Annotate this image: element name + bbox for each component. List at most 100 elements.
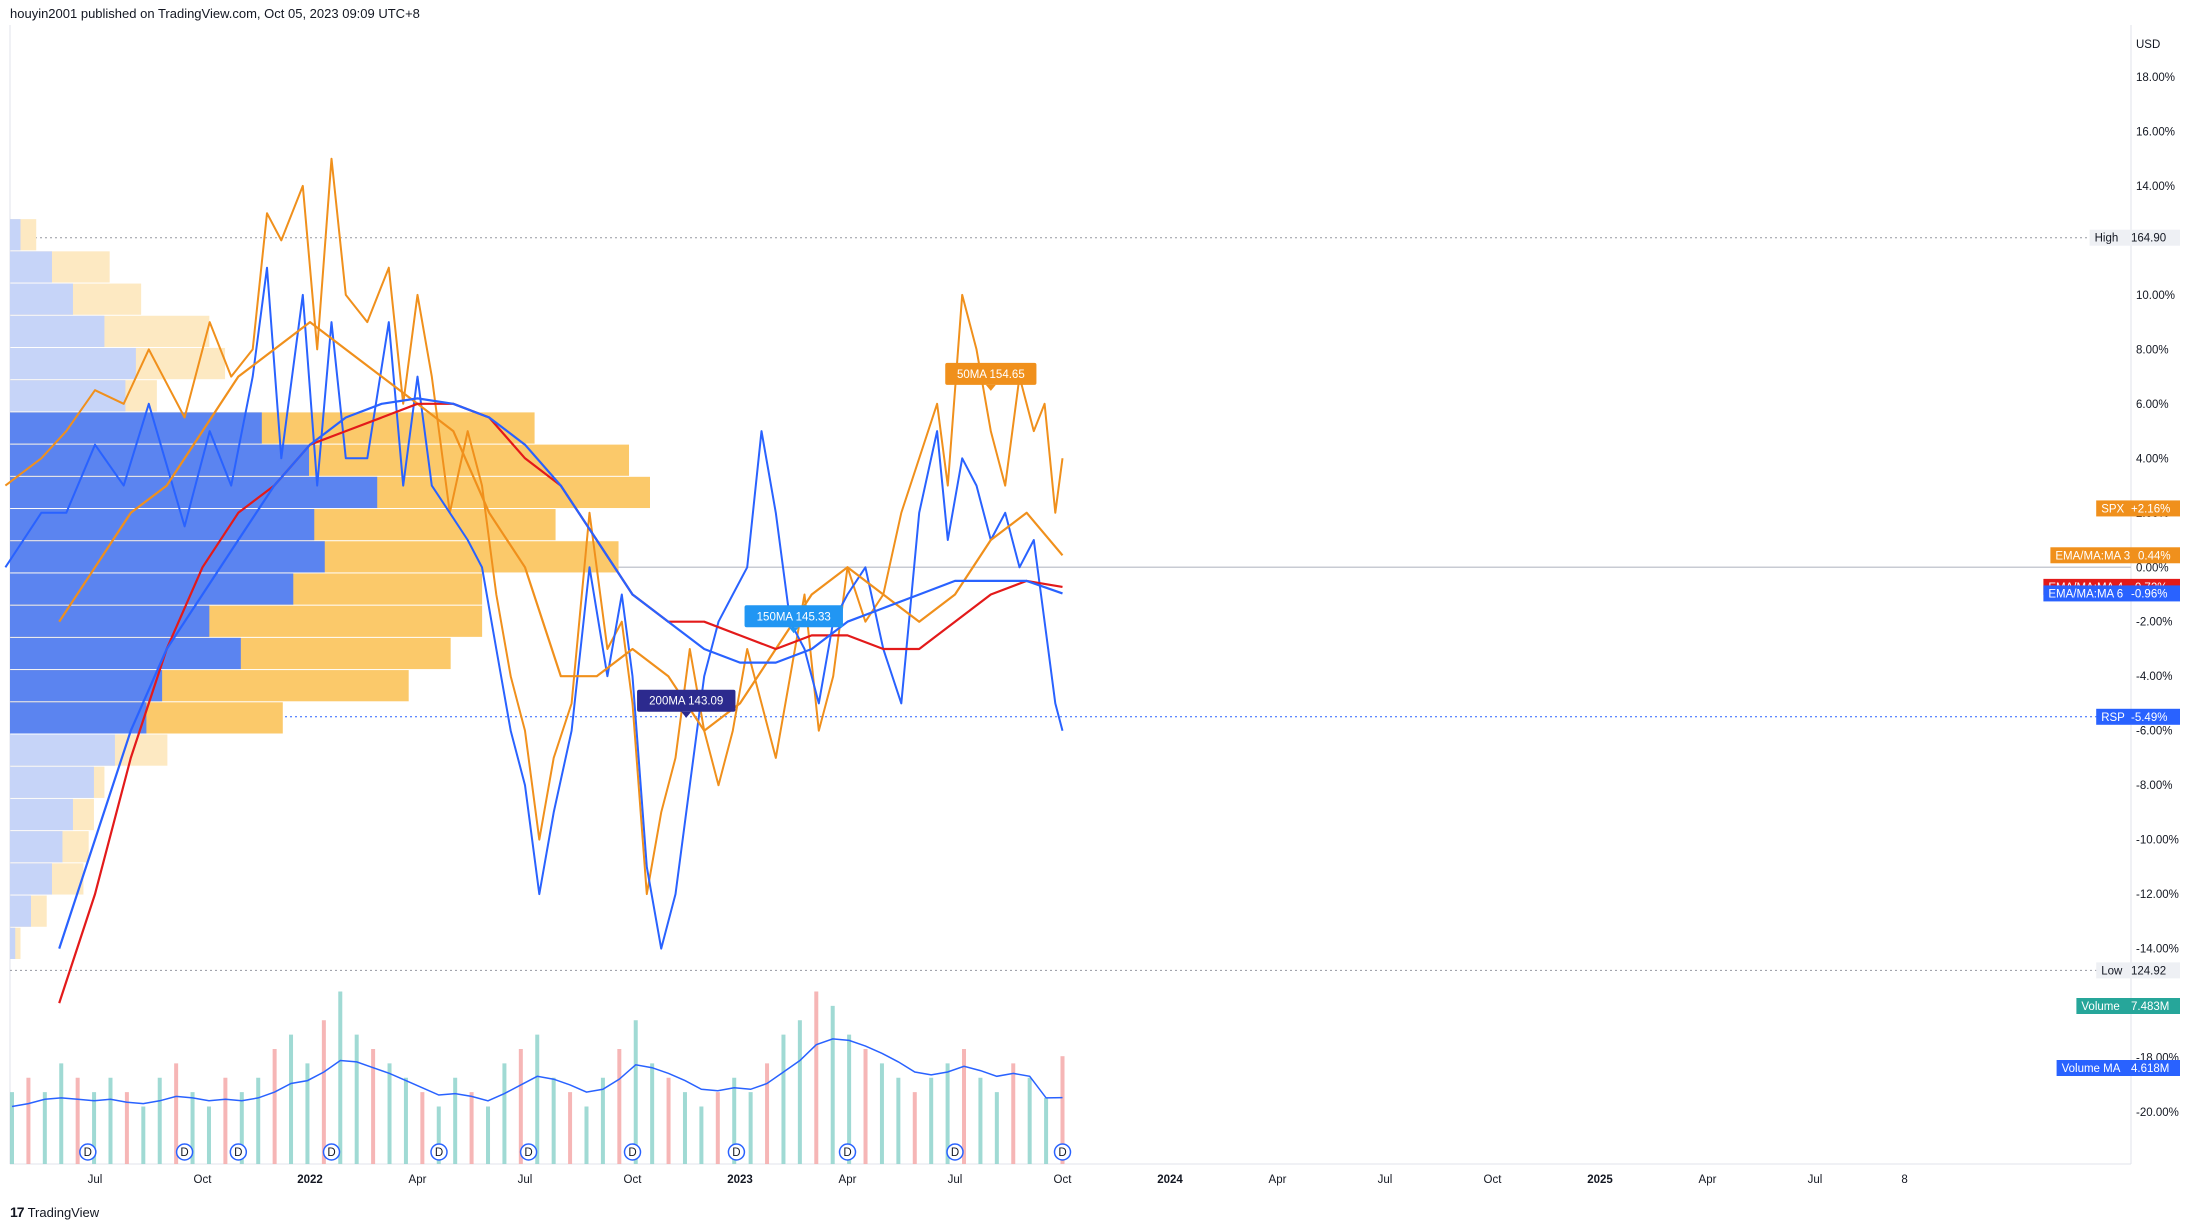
profile-row-up xyxy=(10,541,325,573)
annotation-label[interactable]: 50MA 154.65 xyxy=(945,362,1037,391)
price-axis: 18.00%16.00%14.00%12.00%10.00%8.00%6.00%… xyxy=(2136,39,2179,1119)
volume-bar xyxy=(650,1063,655,1164)
profile-row-up xyxy=(10,670,163,702)
x-tick-label: Oct xyxy=(1054,1174,1073,1186)
value-tag-value-bg xyxy=(2126,998,2180,1014)
annotation-label[interactable]: 150MA 145.33 xyxy=(744,605,843,634)
volume-bar xyxy=(272,1049,277,1164)
volume-bar xyxy=(896,1077,901,1164)
x-tick-label: 2024 xyxy=(1157,1174,1183,1186)
volume-bar xyxy=(436,1106,441,1164)
volume-bar xyxy=(666,1077,671,1164)
value-tag-rsp[interactable]: RSP -5.49% xyxy=(2096,708,2180,725)
volume-bar xyxy=(321,1020,326,1164)
y-tick-label: 8.00% xyxy=(2136,344,2169,356)
x-tick-label: Oct xyxy=(624,1174,643,1186)
dividend-marker-label: D xyxy=(628,1147,636,1159)
volume-bar xyxy=(59,1063,64,1164)
volume-bar xyxy=(75,1077,80,1164)
volume-bar xyxy=(338,991,343,1164)
profile-row-up xyxy=(10,734,115,766)
y-tick-label: -6.00% xyxy=(2136,726,2172,738)
profile-row-up xyxy=(10,895,31,927)
profile-row-up xyxy=(10,251,52,283)
value-tag-spx[interactable]: SPX +2.16% xyxy=(2096,500,2180,517)
profile-row-up xyxy=(10,798,73,831)
volume-bar xyxy=(486,1106,491,1164)
value-tag-value: -0.96% xyxy=(2131,588,2167,600)
x-tick-label: Oct xyxy=(194,1174,213,1186)
value-tag-volume[interactable]: Volume 7.483M xyxy=(2076,998,2180,1014)
value-tags: High 164.90 Low 124.92 SPX +2.16% EMA/MA:MA 3 0… xyxy=(2043,229,2180,1076)
volume-bar xyxy=(518,1049,523,1164)
volume-bar xyxy=(699,1106,704,1164)
value-tag-value: 124.92 xyxy=(2131,965,2166,977)
volume-bar xyxy=(847,1034,852,1164)
volume-bar xyxy=(256,1077,261,1164)
y-tick-label: -8.00% xyxy=(2136,780,2172,792)
value-tag-value-bg xyxy=(2133,547,2180,564)
value-tag-label: Volume xyxy=(2081,1001,2119,1013)
volume-bar xyxy=(633,1020,638,1164)
y-tick-label: 0.00% xyxy=(2136,562,2169,574)
y-tick-label: -20.00% xyxy=(2136,1107,2179,1119)
volume-bar xyxy=(403,1077,408,1164)
volume-bar xyxy=(174,1063,179,1164)
volume-bar xyxy=(962,1049,967,1164)
x-tick-label: 8 xyxy=(1901,1174,1907,1186)
volume-bar xyxy=(469,1092,474,1164)
volume-bar xyxy=(814,991,819,1164)
volume-bar xyxy=(994,1092,999,1164)
volume-bar xyxy=(371,1049,376,1164)
dividend-marker-label: D xyxy=(951,1147,959,1159)
annotation-label[interactable]: 200MA 143.09 xyxy=(637,689,736,718)
y-tick-label: -10.00% xyxy=(2136,835,2179,847)
x-tick-label: Jul xyxy=(948,1174,963,1186)
volume-bar xyxy=(1011,1063,1016,1164)
annotation-pointer xyxy=(985,384,996,391)
value-tag-volume-ma[interactable]: Volume MA 4.618M xyxy=(2056,1060,2180,1076)
y-tick-label: -4.00% xyxy=(2136,671,2172,683)
dividend-marker-icon xyxy=(519,1143,538,1161)
dividend-marker-icon xyxy=(838,1143,857,1161)
x-tick-label: Jul xyxy=(518,1174,533,1186)
value-tag-low[interactable]: Low 124.92 xyxy=(2096,962,2180,979)
value-tag-ema-ma-ma-3[interactable]: EMA/MA:MA 3 0.44% xyxy=(2050,547,2180,564)
volume-bar xyxy=(765,1063,770,1164)
value-tag-ema-ma-ma-6[interactable]: EMA/MA:MA 6 -0.96% xyxy=(2043,585,2180,602)
series-line-ema-ma-ma-6 xyxy=(58,397,1063,949)
dividend-marker-icon xyxy=(430,1143,448,1161)
value-tag-label-bg xyxy=(2096,962,2126,979)
volume-bar xyxy=(1027,1077,1032,1164)
y-tick-label: 10.00% xyxy=(2136,290,2175,302)
y-tick-label: -2.00% xyxy=(2136,617,2172,629)
annotation-text: 200MA 143.09 xyxy=(649,696,723,708)
dividend-marker-label: D xyxy=(180,1147,188,1159)
value-tag-value-bg xyxy=(2126,585,2180,602)
volume-bar xyxy=(1060,1056,1065,1164)
ma-annotations: 50MA 154.65 150MA 145.33 200MA 143.09 xyxy=(637,362,1037,718)
volume-bar xyxy=(748,1092,753,1164)
profile-row-up xyxy=(10,637,241,670)
y-tick-label: 6.00% xyxy=(2136,399,2169,411)
value-tag-label-bg xyxy=(2056,1060,2126,1076)
volume-bar xyxy=(354,1034,359,1164)
value-tag-label: EMA/MA:MA 6 xyxy=(2048,588,2123,600)
x-tick-label: Jul xyxy=(1808,1174,1823,1186)
annotation-bg xyxy=(744,605,843,628)
x-tick-label: Jul xyxy=(1378,1174,1393,1186)
x-tick-label: 2023 xyxy=(727,1174,753,1186)
y-tick-label: 14.00% xyxy=(2136,181,2175,193)
value-tag-high[interactable]: High 164.90 xyxy=(2089,229,2180,246)
dividend-marker-icon xyxy=(623,1143,642,1161)
profile-row-up xyxy=(10,219,21,251)
volume-bar xyxy=(289,1034,294,1164)
value-tag-value: 7.483M xyxy=(2131,1001,2169,1013)
tradingview-branding[interactable]: 17 TradingView xyxy=(10,1204,99,1220)
y-tick-label: 16.00% xyxy=(2136,126,2175,138)
value-tag-value-bg xyxy=(2126,1060,2180,1076)
profile-row-up xyxy=(10,702,147,734)
currency-label: USD xyxy=(2136,39,2160,51)
value-tag-label-bg xyxy=(2096,708,2126,725)
